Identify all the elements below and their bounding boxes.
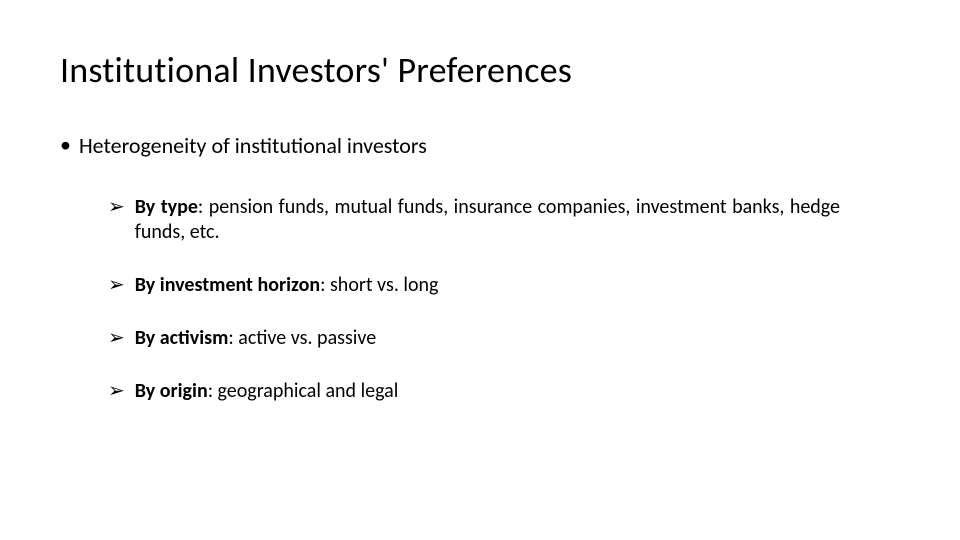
bullet-by-horizon: ➢ By investment horizon: short vs. long: [108, 273, 840, 298]
bullet-by-horizon-label: By investment horizon: [135, 273, 320, 297]
arrow-bullet-icon: ➢: [108, 273, 125, 298]
arrow-bullet-icon: ➢: [108, 326, 125, 351]
bullet-by-activism-label: By activism: [135, 326, 229, 350]
slide-container: Institutional Investors' Preferences • H…: [0, 0, 960, 472]
bullet-by-horizon-rest: : short vs. long: [320, 273, 438, 297]
bullet-by-origin-label: By origin: [135, 379, 208, 403]
bullet-heterogeneity: • Heterogeneity of institutional investo…: [60, 132, 900, 159]
bullet-by-origin-rest: : geographical and legal: [208, 379, 399, 403]
bullet-by-type-rest: : pension funds, mutual funds, insurance…: [135, 195, 840, 244]
bullet-by-type: ➢ By type: pension funds, mutual funds, …: [108, 195, 840, 245]
bullet-by-activism: ➢ By activism: active vs. passive: [108, 326, 840, 351]
arrow-bullet-icon: ➢: [108, 195, 125, 220]
bullet-dot-icon: •: [60, 132, 71, 158]
slide-title: Institutional Investors' Preferences: [60, 48, 900, 92]
bullet-by-type-label: By type: [135, 195, 198, 219]
bullet-heterogeneity-text: Heterogeneity of institutional investors: [79, 132, 900, 159]
bullet-by-origin-text: By origin: geographical and legal: [135, 379, 840, 404]
bullet-by-activism-text: By activism: active vs. passive: [135, 326, 840, 351]
bullet-by-origin: ➢ By origin: geographical and legal: [108, 379, 840, 404]
bullet-by-activism-rest: : active vs. passive: [228, 326, 376, 350]
bullet-by-horizon-text: By investment horizon: short vs. long: [135, 273, 840, 298]
bullet-by-type-text: By type: pension funds, mutual funds, in…: [135, 195, 840, 245]
arrow-bullet-icon: ➢: [108, 379, 125, 404]
